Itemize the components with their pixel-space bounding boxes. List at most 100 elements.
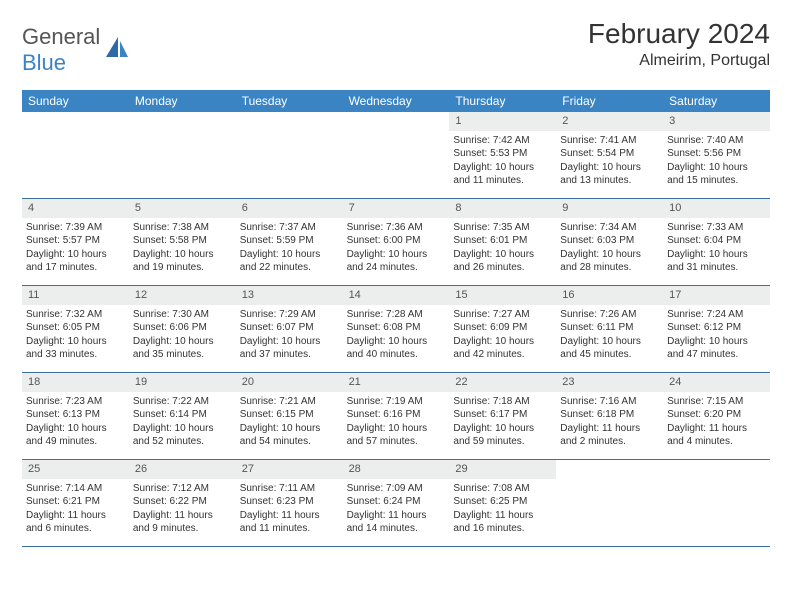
- day-number: 8: [449, 199, 556, 218]
- day-number: 27: [236, 460, 343, 479]
- daylight-text: Daylight: 10 hours and 35 minutes.: [133, 335, 232, 362]
- sunrise-text: Sunrise: 7:22 AM: [133, 395, 232, 409]
- sunset-text: Sunset: 6:06 PM: [133, 321, 232, 335]
- day-number: 22: [449, 373, 556, 392]
- day-number: 2: [556, 112, 663, 131]
- sunset-text: Sunset: 6:05 PM: [26, 321, 125, 335]
- sunset-text: Sunset: 6:07 PM: [240, 321, 339, 335]
- sunset-text: Sunset: 6:00 PM: [347, 234, 446, 248]
- logo: General Blue: [22, 18, 130, 76]
- week-row: 18Sunrise: 7:23 AMSunset: 6:13 PMDayligh…: [22, 373, 770, 460]
- daylight-text: Daylight: 10 hours and 19 minutes.: [133, 248, 232, 275]
- daylight-text: Daylight: 10 hours and 37 minutes.: [240, 335, 339, 362]
- sunrise-text: Sunrise: 7:21 AM: [240, 395, 339, 409]
- sunset-text: Sunset: 5:54 PM: [560, 147, 659, 161]
- sunrise-text: Sunrise: 7:29 AM: [240, 308, 339, 322]
- sunset-text: Sunset: 6:23 PM: [240, 495, 339, 509]
- daylight-text: Daylight: 10 hours and 52 minutes.: [133, 422, 232, 449]
- sunrise-text: Sunrise: 7:27 AM: [453, 308, 552, 322]
- daylight-text: Daylight: 11 hours and 16 minutes.: [453, 509, 552, 536]
- daylight-text: Daylight: 10 hours and 22 minutes.: [240, 248, 339, 275]
- day-cell: 3Sunrise: 7:40 AMSunset: 5:56 PMDaylight…: [663, 112, 770, 198]
- daylight-text: Daylight: 10 hours and 49 minutes.: [26, 422, 125, 449]
- day-header: Monday: [129, 90, 236, 112]
- daylight-text: Daylight: 10 hours and 15 minutes.: [667, 161, 766, 188]
- day-header: Friday: [556, 90, 663, 112]
- week-row: 11Sunrise: 7:32 AMSunset: 6:05 PMDayligh…: [22, 286, 770, 373]
- week-row: 4Sunrise: 7:39 AMSunset: 5:57 PMDaylight…: [22, 199, 770, 286]
- day-number: 13: [236, 286, 343, 305]
- sunrise-text: Sunrise: 7:18 AM: [453, 395, 552, 409]
- weeks-container: 1Sunrise: 7:42 AMSunset: 5:53 PMDaylight…: [22, 112, 770, 547]
- sunset-text: Sunset: 6:08 PM: [347, 321, 446, 335]
- day-cell: 25Sunrise: 7:14 AMSunset: 6:21 PMDayligh…: [22, 460, 129, 546]
- day-number: 10: [663, 199, 770, 218]
- daylight-text: Daylight: 10 hours and 59 minutes.: [453, 422, 552, 449]
- day-header-row: SundayMondayTuesdayWednesdayThursdayFrid…: [22, 90, 770, 112]
- daylight-text: Daylight: 10 hours and 13 minutes.: [560, 161, 659, 188]
- day-number: 21: [343, 373, 450, 392]
- day-number: 12: [129, 286, 236, 305]
- day-cell: 10Sunrise: 7:33 AMSunset: 6:04 PMDayligh…: [663, 199, 770, 285]
- day-header: Saturday: [663, 90, 770, 112]
- day-cell: [22, 112, 129, 198]
- day-cell: 16Sunrise: 7:26 AMSunset: 6:11 PMDayligh…: [556, 286, 663, 372]
- sunrise-text: Sunrise: 7:28 AM: [347, 308, 446, 322]
- sunset-text: Sunset: 5:56 PM: [667, 147, 766, 161]
- day-cell: 14 Sunrise: 7:28 AMSunset: 6:08 PMDayligh…: [343, 286, 450, 372]
- day-header: Sunday: [22, 90, 129, 112]
- daylight-text: Daylight: 11 hours and 9 minutes.: [133, 509, 232, 536]
- sunrise-text: Sunrise: 7:12 AM: [133, 482, 232, 496]
- day-cell: 27Sunrise: 7:11 AMSunset: 6:23 PMDayligh…: [236, 460, 343, 546]
- sunrise-text: Sunrise: 7:26 AM: [560, 308, 659, 322]
- day-cell: [663, 460, 770, 546]
- day-number: 28: [343, 460, 450, 479]
- sunrise-text: Sunrise: 7:39 AM: [26, 221, 125, 235]
- daylight-text: Daylight: 10 hours and 33 minutes.: [26, 335, 125, 362]
- daylight-text: Daylight: 10 hours and 57 minutes.: [347, 422, 446, 449]
- daylight-text: Daylight: 10 hours and 17 minutes.: [26, 248, 125, 275]
- sunrise-text: Sunrise: 7:36 AM: [347, 221, 446, 235]
- day-number: 6: [236, 199, 343, 218]
- sunset-text: Sunset: 6:09 PM: [453, 321, 552, 335]
- sunrise-text: Sunrise: 7:15 AM: [667, 395, 766, 409]
- day-cell: 22Sunrise: 7:18 AMSunset: 6:17 PMDayligh…: [449, 373, 556, 459]
- week-row: 1Sunrise: 7:42 AMSunset: 5:53 PMDaylight…: [22, 112, 770, 199]
- sunrise-text: Sunrise: 7:16 AM: [560, 395, 659, 409]
- sunrise-text: Sunrise: 7:41 AM: [560, 134, 659, 148]
- title-location: Almeirim, Portugal: [588, 52, 770, 70]
- day-cell: [556, 460, 663, 546]
- day-number: 25: [22, 460, 129, 479]
- daylight-text: Daylight: 10 hours and 40 minutes.: [347, 335, 446, 362]
- day-number: 26: [129, 460, 236, 479]
- day-number: 23: [556, 373, 663, 392]
- day-cell: 19Sunrise: 7:22 AMSunset: 6:14 PMDayligh…: [129, 373, 236, 459]
- sunset-text: Sunset: 6:21 PM: [26, 495, 125, 509]
- day-cell: [129, 112, 236, 198]
- day-number: 4: [22, 199, 129, 218]
- day-number: 7: [343, 199, 450, 218]
- day-number: 14: [343, 286, 450, 305]
- week-row: 25Sunrise: 7:14 AMSunset: 6:21 PMDayligh…: [22, 460, 770, 547]
- sunset-text: Sunset: 6:20 PM: [667, 408, 766, 422]
- day-number: 9: [556, 199, 663, 218]
- sunset-text: Sunset: 6:25 PM: [453, 495, 552, 509]
- day-cell: 21Sunrise: 7:19 AMSunset: 6:16 PMDayligh…: [343, 373, 450, 459]
- day-number: 19: [129, 373, 236, 392]
- daylight-text: Daylight: 11 hours and 6 minutes.: [26, 509, 125, 536]
- daylight-text: Daylight: 10 hours and 31 minutes.: [667, 248, 766, 275]
- day-number: 15: [449, 286, 556, 305]
- day-cell: 23Sunrise: 7:16 AMSunset: 6:18 PMDayligh…: [556, 373, 663, 459]
- day-number: 3: [663, 112, 770, 131]
- day-number: 1: [449, 112, 556, 131]
- day-cell: 28Sunrise: 7:09 AMSunset: 6:24 PMDayligh…: [343, 460, 450, 546]
- sunrise-text: Sunrise: 7:08 AM: [453, 482, 552, 496]
- logo-text: General Blue: [22, 24, 100, 76]
- daylight-text: Daylight: 10 hours and 28 minutes.: [560, 248, 659, 275]
- daylight-text: Daylight: 11 hours and 2 minutes.: [560, 422, 659, 449]
- sunset-text: Sunset: 6:03 PM: [560, 234, 659, 248]
- sunrise-text: Sunrise: 7:32 AM: [26, 308, 125, 322]
- sunrise-text: Sunrise: 7:19 AM: [347, 395, 446, 409]
- sunset-text: Sunset: 6:13 PM: [26, 408, 125, 422]
- sail-icon: [104, 35, 130, 66]
